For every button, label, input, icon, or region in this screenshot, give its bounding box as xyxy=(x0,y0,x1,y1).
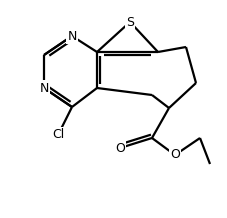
Text: N: N xyxy=(39,82,49,94)
Text: Cl: Cl xyxy=(52,128,64,141)
Text: O: O xyxy=(169,148,179,162)
Text: O: O xyxy=(115,141,124,155)
Text: N: N xyxy=(67,29,76,43)
Text: S: S xyxy=(126,15,133,29)
